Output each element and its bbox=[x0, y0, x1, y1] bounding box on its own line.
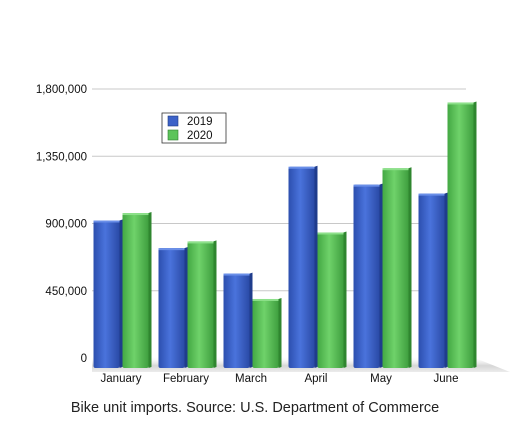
bar-cap-2019-march bbox=[223, 273, 250, 276]
x-axis-categories: January February March April May June bbox=[101, 373, 459, 385]
y-tick-label: 1,350,000 bbox=[36, 151, 87, 163]
legend-swatch-2020 bbox=[167, 129, 179, 141]
bar-side-2019-april bbox=[314, 165, 318, 368]
bar-2019-april bbox=[288, 166, 315, 368]
bar-side-2019-february bbox=[184, 247, 188, 368]
bar-2020-june bbox=[447, 102, 474, 368]
y-tick-label: 0 bbox=[81, 353, 87, 365]
bar-2020-april bbox=[317, 232, 344, 368]
y-tick-label: 1,800,000 bbox=[36, 84, 87, 96]
bar-2019-may bbox=[353, 184, 380, 368]
bar-side-2019-march bbox=[249, 272, 253, 368]
legend-label-2020: 2020 bbox=[187, 130, 213, 142]
legend-swatch-2019 bbox=[167, 115, 179, 127]
bar-2020-january bbox=[122, 213, 149, 368]
bar-chart: 0 450,000 900,000 1,350,000 1,800,000 Januar… bbox=[36, 84, 510, 385]
bar-side-2020-june bbox=[473, 101, 477, 368]
x-category-label: April bbox=[304, 373, 327, 385]
bar-cap-2020-january bbox=[122, 213, 149, 216]
bar-side-2020-january bbox=[148, 212, 152, 368]
bar-cap-2020-february bbox=[187, 241, 214, 244]
bars bbox=[93, 101, 477, 368]
bar-2019-march bbox=[223, 273, 250, 368]
x-category-label: February bbox=[163, 373, 209, 385]
bar-2019-january bbox=[93, 220, 120, 368]
x-category-label: June bbox=[434, 373, 459, 385]
bar-cap-2019-february bbox=[158, 248, 185, 251]
bar-cap-2020-may bbox=[382, 168, 409, 171]
y-axis-ticks: 0 450,000 900,000 1,350,000 1,800,000 bbox=[36, 84, 87, 365]
bar-2019-february bbox=[158, 248, 185, 368]
bar-2020-february bbox=[187, 241, 214, 368]
x-category-label: May bbox=[370, 373, 392, 385]
y-tick-label: 900,000 bbox=[45, 219, 87, 231]
bar-cap-2019-january bbox=[93, 220, 120, 223]
bar-side-2020-february bbox=[213, 240, 217, 368]
bar-side-2020-march bbox=[278, 297, 282, 368]
legend: 2019 2020 bbox=[161, 112, 227, 144]
bar-side-2019-june bbox=[444, 192, 448, 368]
bar-2020-may bbox=[382, 168, 409, 368]
bar-cap-2020-march bbox=[252, 298, 279, 301]
bar-cap-2019-june bbox=[418, 193, 445, 196]
x-category-label: March bbox=[235, 373, 267, 385]
bar-side-2020-april bbox=[343, 231, 347, 368]
bar-cap-2019-april bbox=[288, 166, 315, 169]
bar-cap-2020-april bbox=[317, 232, 344, 235]
y-tick-label: 450,000 bbox=[45, 286, 87, 298]
bar-cap-2019-may bbox=[353, 184, 380, 187]
bar-2020-march bbox=[252, 298, 279, 368]
x-category-label: January bbox=[101, 373, 142, 385]
legend-label-2019: 2019 bbox=[187, 116, 213, 128]
bar-cap-2020-june bbox=[447, 102, 474, 105]
bar-side-2020-may bbox=[408, 167, 412, 368]
chart-caption: Bike unit imports. Source: U.S. Departme… bbox=[70, 400, 440, 416]
bar-2019-june bbox=[418, 193, 445, 368]
bar-side-2019-may bbox=[379, 183, 383, 368]
bar-side-2019-january bbox=[119, 219, 123, 368]
